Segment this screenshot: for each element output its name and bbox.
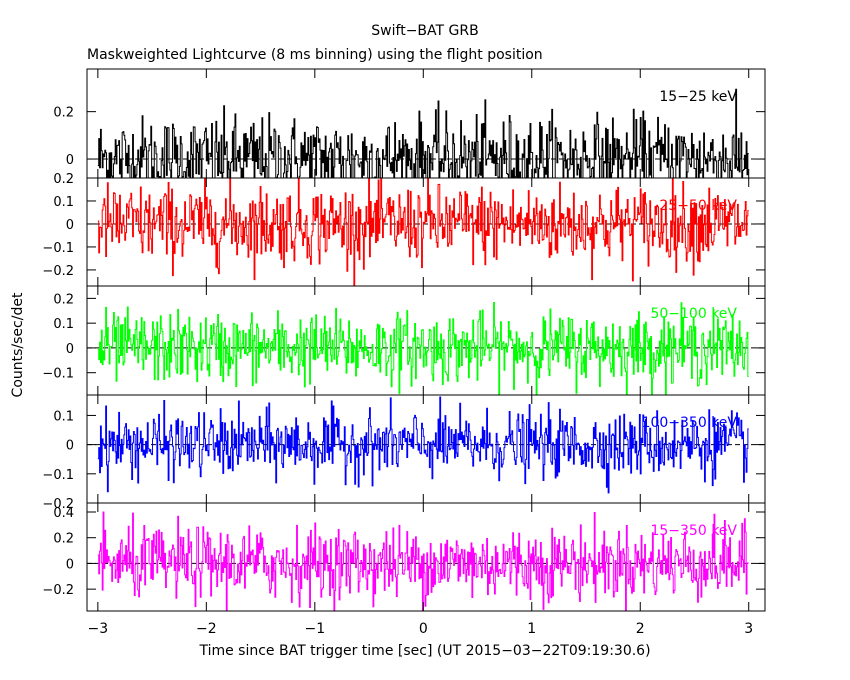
y-tick-label: 0.4 — [53, 506, 74, 521]
y-tick-label: 0.2 — [53, 532, 74, 547]
y-tick-label: 0.1 — [53, 195, 74, 210]
panels-group: 00.215−25 keV−0.2−0.100.10.225−50 keV−0.… — [42, 68, 766, 637]
y-tick-label: −0.2 — [42, 497, 74, 512]
band-label: 50−100 keV — [650, 306, 737, 322]
band-label: 100−350 keV — [642, 415, 738, 431]
y-tick-label: 0.1 — [53, 317, 74, 332]
y-tick-label: 0 — [66, 342, 74, 357]
y-tick-label: −0.1 — [42, 367, 74, 382]
y-tick-label: 0.2 — [53, 172, 74, 187]
x-tick-label: −2 — [196, 621, 217, 637]
y-tick-label: 0.2 — [53, 292, 74, 307]
y-tick-label: 0.2 — [53, 106, 74, 121]
panel-1: −0.2 −0.1 0 0.1 0.2 25−50 keV — [42, 172, 766, 287]
panel-2: −0.1 0 0.1 0.2 50−100 keV — [42, 285, 766, 396]
series-line-4 — [97, 511, 749, 611]
x-tick-label: 0 — [419, 621, 428, 637]
series-line-2 — [97, 301, 749, 395]
y-tick-label: −0.1 — [42, 241, 74, 256]
y-tick-label: 0.1 — [53, 409, 74, 424]
x-tick-label: −3 — [88, 621, 109, 637]
x-tick-label: −1 — [304, 621, 325, 637]
x-tick-label: 2 — [636, 621, 645, 637]
chart-subtitle: Maskweighted Lightcurve (8 ms binning) u… — [87, 47, 543, 63]
x-tick-label: 3 — [744, 621, 753, 637]
series-line-1 — [97, 178, 749, 286]
band-label: 15−350 keV — [650, 523, 737, 539]
x-tick-label: 1 — [527, 621, 536, 637]
y-tick-label: 0 — [66, 439, 74, 454]
series-line-0 — [97, 88, 749, 178]
y-tick-label: −0.1 — [42, 468, 74, 483]
panel-frame — [86, 502, 766, 612]
series-line-3 — [97, 396, 749, 494]
panel-3: −0.2 −0.1 0 0.1 100−350 keV — [42, 394, 766, 512]
chart-title: Swift−BAT GRB — [371, 23, 478, 39]
y-axis-label: Counts/sec/det — [10, 292, 26, 397]
panel-4: −0.2 0 0.2 0.4 15−350 keV — [42, 502, 766, 612]
y-tick-label: 0 — [66, 557, 74, 572]
y-tick-label: −0.2 — [42, 264, 74, 279]
y-tick-label: 0 — [66, 218, 74, 233]
x-axis-label: Time since BAT trigger time [sec] (UT 20… — [198, 643, 650, 659]
band-label: 15−25 keV — [659, 89, 737, 105]
y-tick-label: −0.2 — [42, 583, 74, 598]
y-tick-label: 0 — [66, 153, 74, 168]
band-label: 25−50 keV — [659, 198, 737, 214]
